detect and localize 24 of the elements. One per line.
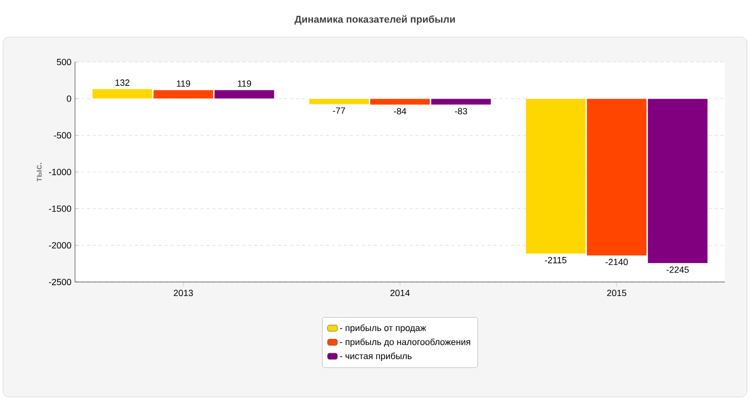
x-tick-label: 2013 — [174, 290, 193, 296]
x-tick-label: 2014 — [390, 290, 410, 296]
y-tick-label: -2500 — [48, 278, 72, 286]
legend-label: - чистая прибыль — [340, 352, 412, 361]
y-tick-label: 500 — [56, 58, 72, 66]
chart-title: Динамика показателей прибыли — [294, 15, 455, 25]
data-label: 132 — [116, 79, 130, 86]
data-label: -2245 — [666, 266, 689, 273]
data-label: -2140 — [606, 258, 628, 266]
data-label: -77 — [332, 108, 346, 114]
data-label: 119 — [238, 80, 252, 87]
y-tick-label: -500 — [54, 132, 72, 139]
y-axis-title: тыс. — [36, 162, 42, 182]
y-tick-label: 0 — [66, 95, 72, 102]
y-tick-label: -1000 — [48, 168, 72, 176]
legend-label: - прибыль от продаж — [340, 324, 426, 333]
y-tick-label: -2000 — [48, 242, 72, 249]
y-tick-label: -1500 — [48, 205, 72, 212]
data-label: -83 — [454, 108, 468, 114]
data-label: -84 — [394, 108, 406, 114]
x-tick-label: 2015 — [607, 290, 626, 296]
data-label: 119 — [176, 80, 190, 87]
data-label: -2115 — [544, 256, 566, 264]
legend-label: - прибыль до налогообложения — [340, 338, 470, 347]
